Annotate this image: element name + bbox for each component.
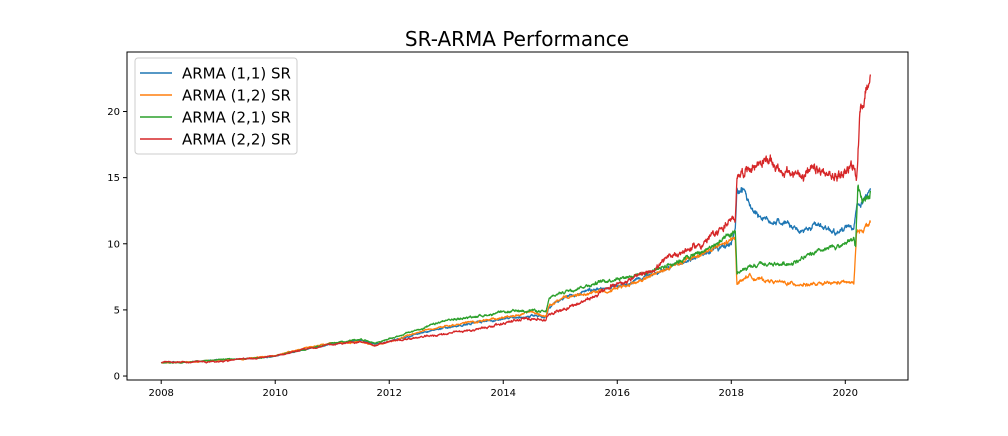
y-tick-label: 10	[107, 239, 120, 250]
plot-area: 2008 2010 2012 2014 2016 2018 2020 0 5 10 15 20	[107, 51, 909, 399]
legend-label-4: ARMA (2,2) SR	[182, 131, 291, 149]
legend-label-3: ARMA (2,1) SR	[182, 109, 291, 127]
y-tick-label: 5	[114, 305, 120, 316]
x-tick-label: 2014	[491, 388, 516, 399]
y-tick-label: 20	[107, 107, 120, 118]
series-line-4	[160, 74, 872, 364]
series-line-3	[160, 184, 872, 364]
legend-label-2: ARMA (1,2) SR	[182, 87, 291, 105]
plot-frame	[126, 51, 909, 381]
y-tick-label: 15	[107, 173, 120, 184]
x-tick-label: 2020	[833, 388, 858, 399]
legend-box	[134, 57, 298, 155]
x-tick-label: 2010	[262, 388, 287, 399]
series-layer	[160, 74, 872, 364]
x-tick-label: 2018	[719, 388, 744, 399]
x-tick-label: 2008	[148, 388, 173, 399]
legend-label-1: ARMA (1,1) SR	[182, 65, 291, 83]
series-line-1	[160, 186, 872, 364]
legend: ARMA (1,1) SR ARMA (1,2) SR ARMA (2,1) SR A…	[134, 57, 298, 155]
series-line-2	[160, 220, 872, 364]
y-axis: 0 5 10 15 20	[107, 107, 127, 383]
x-axis: 2008 2010 2012 2014 2016 2018 2020	[148, 380, 858, 399]
chart-title: SR-ARMA Performance	[405, 27, 629, 51]
x-tick-label: 2016	[605, 388, 630, 399]
x-tick-label: 2012	[377, 388, 402, 399]
y-tick-label: 0	[114, 372, 120, 383]
